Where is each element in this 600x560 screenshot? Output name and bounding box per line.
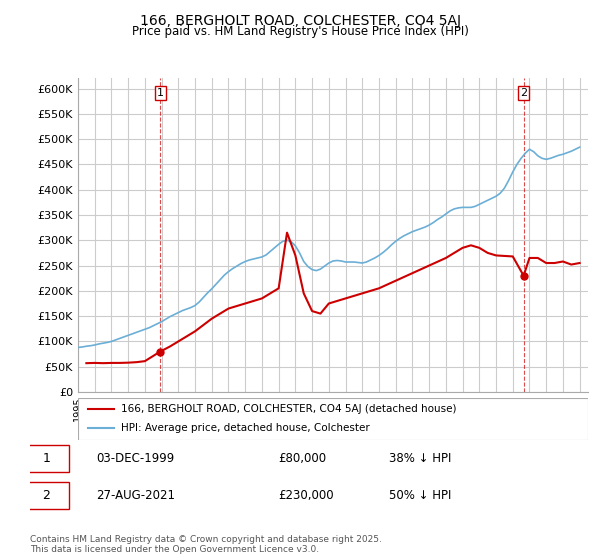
FancyBboxPatch shape [78,398,588,440]
Text: £230,000: £230,000 [278,489,334,502]
Text: £80,000: £80,000 [278,452,326,465]
Text: Contains HM Land Registry data © Crown copyright and database right 2025.
This d: Contains HM Land Registry data © Crown c… [30,535,382,554]
Text: 2: 2 [520,88,527,98]
Text: 166, BERGHOLT ROAD, COLCHESTER, CO4 5AJ (detached house): 166, BERGHOLT ROAD, COLCHESTER, CO4 5AJ … [121,404,457,414]
Text: 1: 1 [43,452,50,465]
Text: Price paid vs. HM Land Registry's House Price Index (HPI): Price paid vs. HM Land Registry's House … [131,25,469,38]
Text: 2: 2 [43,489,50,502]
Text: HPI: Average price, detached house, Colchester: HPI: Average price, detached house, Colc… [121,423,370,433]
Text: 50% ↓ HPI: 50% ↓ HPI [389,489,451,502]
Text: 38% ↓ HPI: 38% ↓ HPI [389,452,451,465]
Text: 03-DEC-1999: 03-DEC-1999 [96,452,175,465]
Text: 27-AUG-2021: 27-AUG-2021 [96,489,175,502]
Text: 166, BERGHOLT ROAD, COLCHESTER, CO4 5AJ: 166, BERGHOLT ROAD, COLCHESTER, CO4 5AJ [139,14,461,28]
FancyBboxPatch shape [25,482,68,508]
FancyBboxPatch shape [25,445,68,472]
Text: 1: 1 [157,88,164,98]
